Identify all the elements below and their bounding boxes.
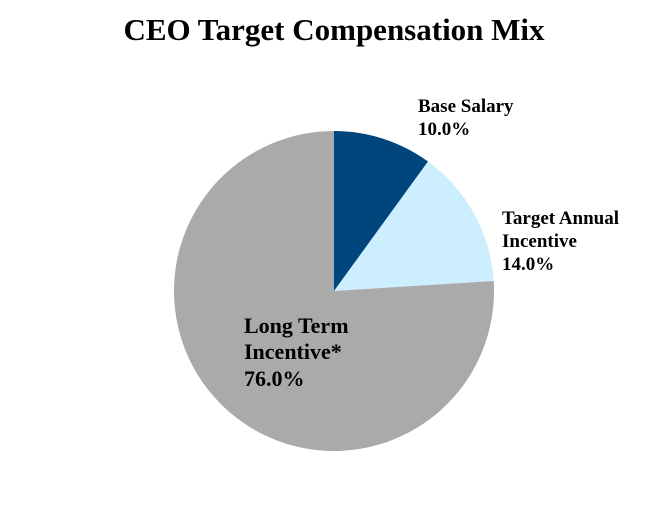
pie-slice-long-term-incentive [174,131,494,451]
slice-label-line: Incentive [502,230,577,252]
slice-value-label: 10.0% [418,118,471,140]
chart-title: CEO Target Compensation Mix [123,12,545,47]
pie-slice-target-annual-incentive [334,161,494,291]
slice-label-line: Target Annual [502,208,620,229]
slice-label-line: Base Salary [418,96,514,117]
slice-label-base-salary: Base Salary 10.0% [418,96,514,142]
slice-label-long-term-incentive: Long Term Incentive* 76.0% [244,313,349,392]
slice-label-line: Incentive* [244,339,342,365]
pie-slice-base-salary [334,131,429,291]
slice-value-label: 14.0% [502,253,555,275]
slice-label-line: Long Term [244,313,349,338]
slice-label-target-annual-incentive: Target Annual Incentive 14.0% [502,208,619,276]
slice-value-label: 76.0% [244,365,305,391]
